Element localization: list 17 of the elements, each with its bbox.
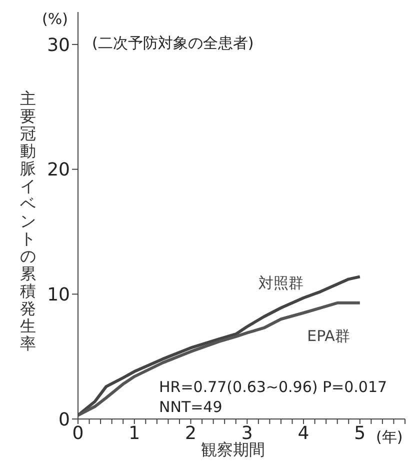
y-tick-label: 20 bbox=[47, 160, 70, 181]
series-label: 対照群 bbox=[258, 274, 304, 292]
text: (%) bbox=[42, 10, 68, 28]
y-tick-label: 10 bbox=[47, 284, 70, 306]
annotation: HR=0.77(0.63~0.96) P=0.017 bbox=[159, 378, 388, 396]
y-tick-label: 30 bbox=[47, 34, 70, 56]
x-tick-label: 1 bbox=[128, 422, 140, 444]
text: 主要冠動脈イベントの累積発生率 bbox=[20, 89, 36, 353]
y-tick-label: 0 bbox=[58, 409, 70, 430]
text: (二次予防対象の全患者) bbox=[92, 34, 254, 53]
series-label: EPA群 bbox=[307, 326, 350, 345]
text: (年) bbox=[376, 428, 403, 447]
annotation: NNT=49 bbox=[159, 398, 222, 416]
x-tick-label: 5 bbox=[354, 422, 366, 444]
x-tick-label: 2 bbox=[185, 422, 196, 444]
x-tick-label: 0 bbox=[72, 422, 84, 444]
x-tick-label: 4 bbox=[298, 422, 310, 444]
